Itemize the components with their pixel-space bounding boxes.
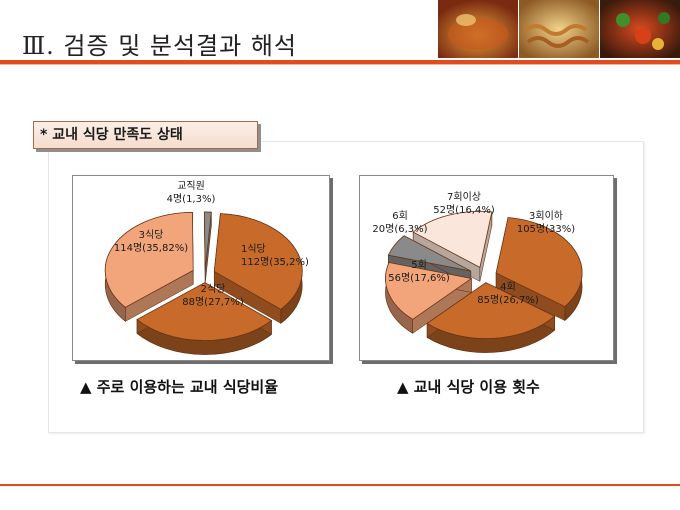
header-rule-light xyxy=(0,64,680,65)
pie-label-1-0: 3회이하 xyxy=(529,209,563,222)
pie-slice-0-0 xyxy=(213,213,303,310)
pie-value-label-1-2: 56명(17,6%) xyxy=(388,272,450,284)
pie-value-label-1-3: 20명(6,3%) xyxy=(372,223,427,235)
pie-slice-0-2 xyxy=(104,211,194,308)
pie-label-0-1: 2식당 xyxy=(201,283,226,295)
pie-slice-1-2 xyxy=(385,262,473,320)
header-rule xyxy=(0,60,680,64)
pie-slice-0-3 xyxy=(203,211,212,271)
pie-slice-1-4 xyxy=(412,211,493,268)
page-title: Ⅲ. 검증 및 분석결과 해석 xyxy=(22,32,298,60)
pie-value-label-1-4: 52명(16,4%) xyxy=(433,204,495,216)
pie-slice-0-1 xyxy=(136,282,273,341)
pie-label-0-3: 교직원 xyxy=(177,180,205,192)
pie-value-label-1-1: 85명(26,7%) xyxy=(477,294,539,306)
pie-label-0-0: 1식당 xyxy=(241,243,266,255)
food-photo-banner xyxy=(438,0,680,58)
chart-frame-visit-count: 3회이하 105명(33%) 4회 85명(26,7%) 5회 56명(17,6%) 6회 2… xyxy=(359,175,614,361)
pie-label-1-1: 4회 xyxy=(500,281,516,293)
pie-label-1-4: 7회이상 xyxy=(447,191,481,203)
pie-value-label-0-0: 112명(35,2%) xyxy=(241,256,309,268)
pie-value-label-0-2: 114명(35,82%) xyxy=(114,242,188,254)
pie-value-label-0-1: 88명(27,7%) xyxy=(182,296,244,308)
chart-frame-cafeteria-ratio: 1식당 112명(35,2%) 2식당 88명(27,7%) 3식당 114명(35,82… xyxy=(72,175,330,361)
pie-label-1-2: 5회 xyxy=(411,259,427,271)
pie-value-label-1-0: 105명(33%) xyxy=(517,223,575,235)
pie-label-1-3: 6회 xyxy=(392,210,408,222)
pie-value-label-0-3: 4명(1,3%) xyxy=(167,193,216,205)
pie-slice-1-0 xyxy=(495,217,583,308)
chart-caption-cafeteria-ratio: ▲ 주로 이용하는 교내 식당비율 xyxy=(80,378,279,396)
pie-slice-1-3 xyxy=(387,235,472,272)
section-heading: * 교내 식당 만족도 상태 xyxy=(33,121,258,149)
pie-label-0-2: 3식당 xyxy=(139,229,164,241)
chart-caption-visit-count: ▲ 교내 식당 이용 횟수 xyxy=(397,378,540,396)
footer-rule xyxy=(0,484,680,486)
pie-slice-1-1 xyxy=(426,282,556,339)
